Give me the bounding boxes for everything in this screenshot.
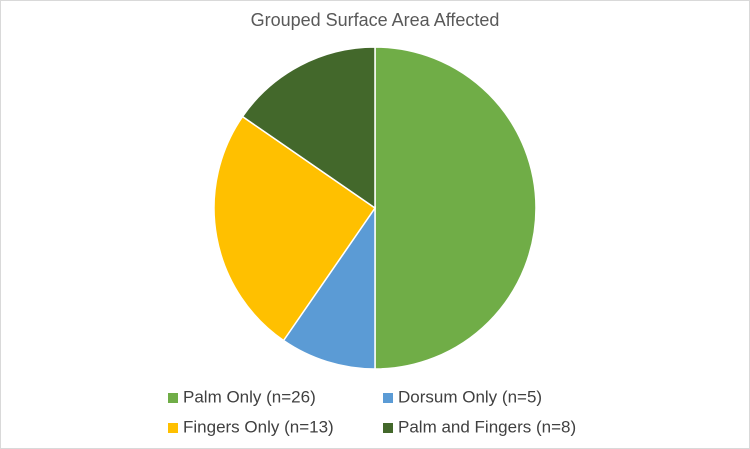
legend-label: Dorsum Only (n=5) [398, 387, 542, 406]
pie-slice [282, 205, 376, 370]
legend-label: Palm Only (n=26) [183, 387, 316, 406]
pie-slice [374, 46, 537, 370]
legend-swatch [168, 393, 178, 403]
pie-slice [241, 46, 376, 210]
legend-label: Palm and Fingers (n=8) [398, 417, 576, 436]
legend-swatch [383, 423, 393, 433]
pie-slice [213, 115, 377, 342]
legend-swatch [383, 393, 393, 403]
legend-label: Fingers Only (n=13) [183, 417, 334, 436]
chart-title: Grouped Surface Area Affected [251, 10, 500, 30]
legend-swatch [168, 423, 178, 433]
